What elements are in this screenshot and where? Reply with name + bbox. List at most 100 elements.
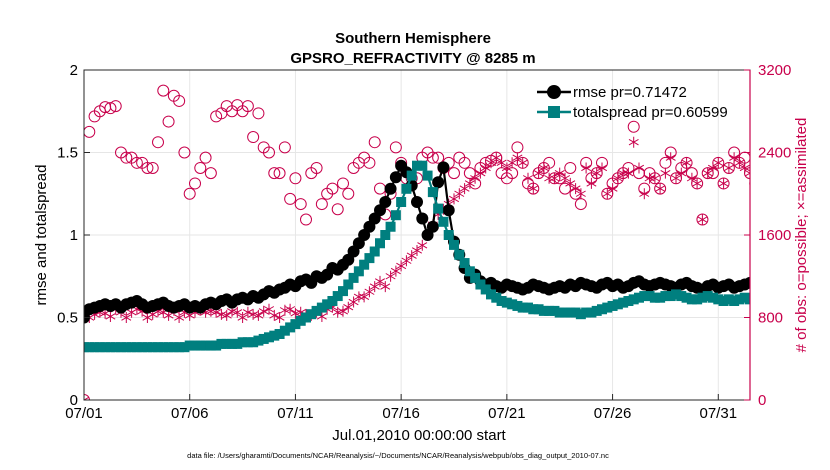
rmse-point <box>437 161 450 174</box>
plot-area <box>84 84 750 400</box>
assimilated-obs-point <box>528 183 539 195</box>
totalspread-point <box>105 342 116 353</box>
totalspread-point <box>607 300 618 311</box>
totalspread-point <box>417 160 428 171</box>
assimilated-obs-point <box>380 281 391 293</box>
assimilated-obs-point <box>480 162 491 174</box>
assimilated-obs-point <box>702 167 713 179</box>
totalspread-point <box>332 291 343 302</box>
totalspread-point <box>560 307 570 318</box>
totalspread-series <box>84 160 750 353</box>
possible-obs-point <box>284 192 297 205</box>
chart-subtitle: GPSRO_REFRACTIVITY @ 8285 m <box>290 50 535 67</box>
totalspread-point <box>121 342 132 353</box>
possible-obs-point <box>326 182 339 195</box>
assimilated-obs-point <box>401 255 412 267</box>
y-tick-label: 1 <box>70 227 78 244</box>
assimilated-obs-point <box>734 157 745 169</box>
assimilated-obs-point <box>274 312 285 323</box>
totalspread-point <box>301 312 311 323</box>
totalspread-point <box>665 291 676 302</box>
totalspread-point <box>549 305 560 316</box>
possible-obs-point <box>331 203 344 216</box>
totalspread-point <box>581 307 592 318</box>
totalspread-point <box>475 279 486 290</box>
assimilated-obs-point <box>470 172 481 184</box>
y-right-tick-label: 3200 <box>758 62 791 79</box>
y-tick-label: 0.5 <box>57 310 78 327</box>
assimilated-obs-point <box>507 157 518 169</box>
totalspread-point <box>338 286 348 297</box>
possible-obs-point <box>273 167 286 180</box>
totalspread-point <box>565 307 576 318</box>
x-tick-label: 07/11 <box>277 405 313 422</box>
assimilated-obs-point <box>612 172 623 184</box>
totalspread-point <box>512 300 523 311</box>
assimilated-obs-point <box>744 167 750 179</box>
totalspread-point <box>348 272 359 283</box>
x-tick-label: 07/06 <box>171 405 209 422</box>
assimilated-obs-point <box>591 167 602 179</box>
totalspread-point <box>396 197 407 207</box>
possible-obs-point <box>252 107 265 120</box>
x-tick-label: 07/16 <box>382 405 420 422</box>
totalspread-point <box>676 291 687 302</box>
totalspread-point <box>575 309 586 320</box>
totalspread-point <box>311 305 322 316</box>
totalspread-point <box>660 291 671 302</box>
possible-obs-point <box>104 102 117 115</box>
totalspread-point <box>586 307 597 318</box>
rmse-point <box>384 182 397 195</box>
assimilated-obs-point <box>454 188 465 200</box>
y-right-tick-label: 1600 <box>758 227 791 244</box>
totalspread-point <box>671 289 681 300</box>
assimilated-obs-point <box>411 245 423 256</box>
assimilated-obs-point <box>253 309 264 321</box>
assimilated-obs-point <box>174 312 185 323</box>
assimilated-obs-point <box>739 162 750 174</box>
assimilated-obs-point <box>374 275 386 287</box>
assimilated-obs-point <box>263 303 275 315</box>
possible-obs-point <box>342 187 355 200</box>
totalspread-point <box>734 294 745 305</box>
possible-obs-point <box>146 161 159 174</box>
totalspread-point <box>702 291 713 302</box>
y-axis-label: rmse and totalspread <box>33 165 50 306</box>
x-tick-label: 07/31 <box>700 405 738 422</box>
totalspread-point <box>221 338 232 349</box>
possible-obs-point <box>199 151 212 164</box>
totalspread-point <box>697 292 708 303</box>
possible-obs-point <box>141 161 154 174</box>
assimilated-obs-point <box>707 162 719 174</box>
totalspread-point <box>708 292 718 303</box>
possible-obs-point <box>204 167 217 180</box>
rmse-point <box>411 196 423 208</box>
y-tick-label: 2 <box>70 62 78 79</box>
assimilated-obs-point <box>496 157 507 169</box>
totalspread-point <box>100 342 111 353</box>
assimilated-obs-point <box>258 305 269 317</box>
assimilated-obs-point <box>533 167 544 179</box>
possible-obs-point <box>278 141 291 154</box>
totalspread-point <box>538 305 549 316</box>
assimilated-obs-point <box>644 172 655 184</box>
possible-obs-point <box>189 177 201 190</box>
totalspread-point <box>290 319 301 330</box>
totalspread-point <box>544 305 555 316</box>
assimilated-obs-point <box>369 281 380 293</box>
y-right-tick-label: 0 <box>758 392 766 409</box>
totalspread-point <box>644 291 655 302</box>
totalspread-point <box>153 342 163 353</box>
possible-obs-point <box>183 187 196 200</box>
data-file-footnote: data file: /Users/gharamti/Documents/NCA… <box>187 451 609 460</box>
assimilated-obs-point <box>559 172 571 184</box>
possible-obs-point <box>173 94 186 107</box>
assimilated-obs-point <box>522 172 534 184</box>
totalspread-point <box>597 304 607 315</box>
assimilated-obs-point <box>485 157 497 169</box>
assimilated-obs-point <box>237 312 248 323</box>
totalspread-point <box>327 296 338 306</box>
assimilated-obs-point <box>581 162 592 174</box>
totalspread-point <box>131 342 142 353</box>
possible-obs-point <box>564 161 577 174</box>
